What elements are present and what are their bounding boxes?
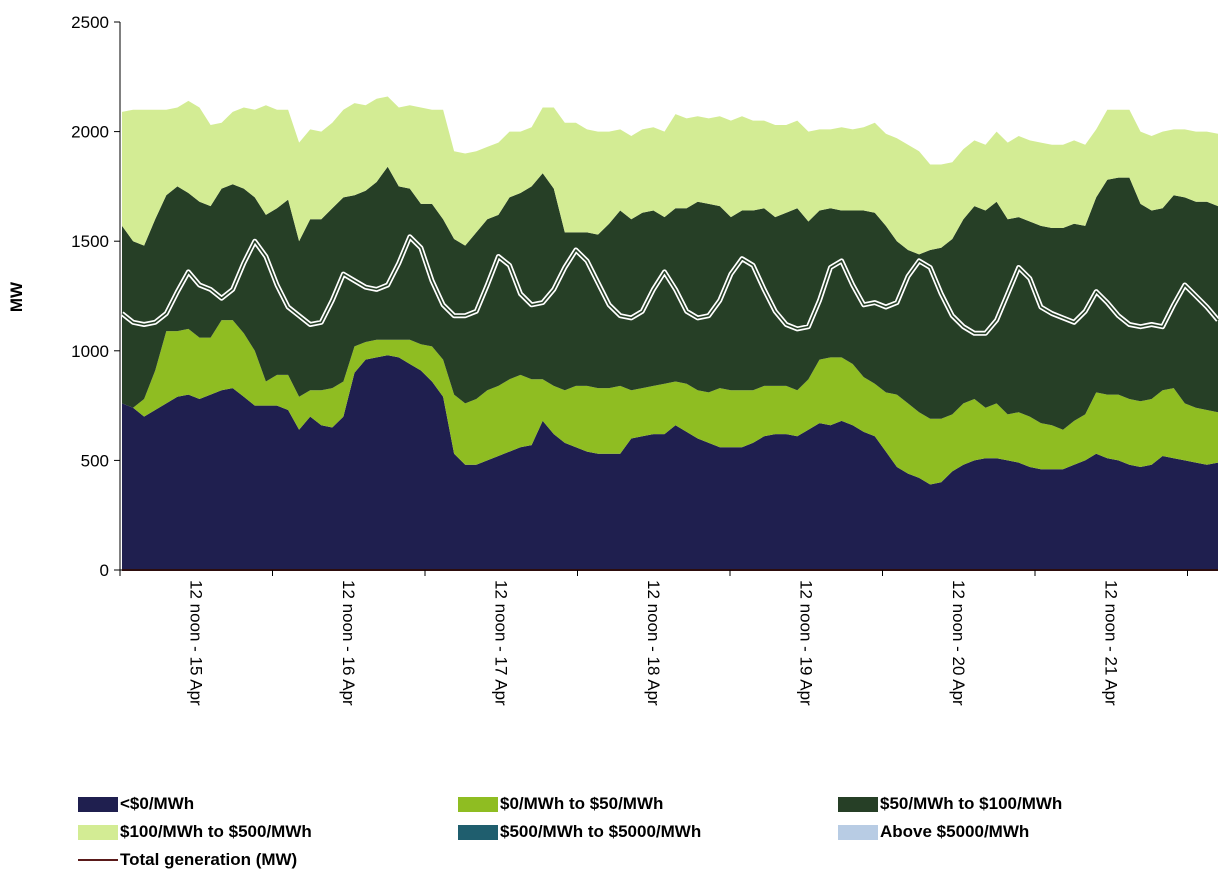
x-ticks: 12 noon - 15 Apr 12 noon - 16 Apr 12 noon … bbox=[119, 570, 1188, 706]
legend-line-marker bbox=[78, 859, 118, 861]
y-ticks: 0 500 1000 1500 2000 2500 bbox=[71, 13, 120, 580]
x-tick-label: 12 noon - 16 Apr bbox=[339, 580, 358, 706]
y-axis-title: MW bbox=[7, 281, 26, 312]
legend-label: $100/MWh to $500/MWh bbox=[120, 822, 312, 841]
legend-label: Above $5000/MWh bbox=[880, 822, 1030, 841]
x-tick-label: 12 noon - 15 Apr bbox=[186, 580, 205, 706]
legend-item: Above $5000/MWh bbox=[838, 822, 1218, 842]
y-tick-label: 2500 bbox=[71, 13, 109, 32]
legend-label: $0/MWh to $50/MWh bbox=[500, 794, 664, 813]
legend-item: $500/MWh to $5000/MWh bbox=[458, 822, 838, 842]
area-series-2 bbox=[122, 320, 1218, 485]
legend-label: <$0/MWh bbox=[120, 794, 195, 813]
legend-item: $0/MWh to $50/MWh bbox=[458, 794, 838, 814]
legend-label: $500/MWh to $5000/MWh bbox=[500, 822, 702, 841]
y-tick-label: 0 bbox=[100, 561, 109, 580]
legend-row: Total generation (MW) bbox=[78, 846, 1218, 874]
x-tick-label: 12 noon - 20 Apr bbox=[949, 580, 968, 706]
legend-swatch bbox=[838, 824, 878, 840]
y-tick-label: 2000 bbox=[71, 123, 109, 142]
area-series-1 bbox=[122, 355, 1218, 570]
stacked-areas bbox=[122, 96, 1218, 571]
legend-item: <$0/MWh bbox=[78, 794, 458, 814]
y-tick-label: 500 bbox=[81, 451, 109, 470]
legend-item: Total generation (MW) bbox=[78, 850, 463, 870]
legend-row: <$0/MWh $0/MWh to $50/MWh $50/MWh to $100/… bbox=[78, 790, 1218, 818]
x-tick-label: 12 noon - 19 Apr bbox=[796, 580, 815, 706]
legend-swatch bbox=[838, 796, 878, 812]
legend-row: $100/MWh to $500/MWh $500/MWh to $5000/MW… bbox=[78, 818, 1218, 846]
demand-line-group bbox=[120, 234, 1220, 336]
legend-swatch bbox=[458, 796, 498, 812]
y-tick-label: 1000 bbox=[71, 342, 109, 361]
legend-item: $100/MWh to $500/MWh bbox=[78, 822, 458, 842]
demand-line bbox=[121, 236, 1219, 335]
area-series-3 bbox=[122, 166, 1218, 430]
legend: <$0/MWh $0/MWh to $50/MWh $50/MWh to $100/… bbox=[78, 790, 1218, 874]
legend-label: Total generation (MW) bbox=[120, 850, 298, 869]
x-tick-label: 12 noon - 17 Apr bbox=[491, 580, 510, 706]
legend-swatch bbox=[458, 824, 498, 840]
area-series-4 bbox=[122, 96, 1218, 255]
legend-swatch bbox=[78, 824, 118, 840]
legend-label: $50/MWh to $100/MWh bbox=[880, 794, 1063, 813]
y-tick-label: 1500 bbox=[71, 232, 109, 251]
legend-swatch bbox=[78, 796, 118, 812]
legend-item: $50/MWh to $100/MWh bbox=[838, 794, 1218, 814]
x-tick-label: 12 noon - 18 Apr bbox=[644, 580, 663, 706]
x-tick-label: 12 noon - 21 Apr bbox=[1101, 580, 1120, 706]
